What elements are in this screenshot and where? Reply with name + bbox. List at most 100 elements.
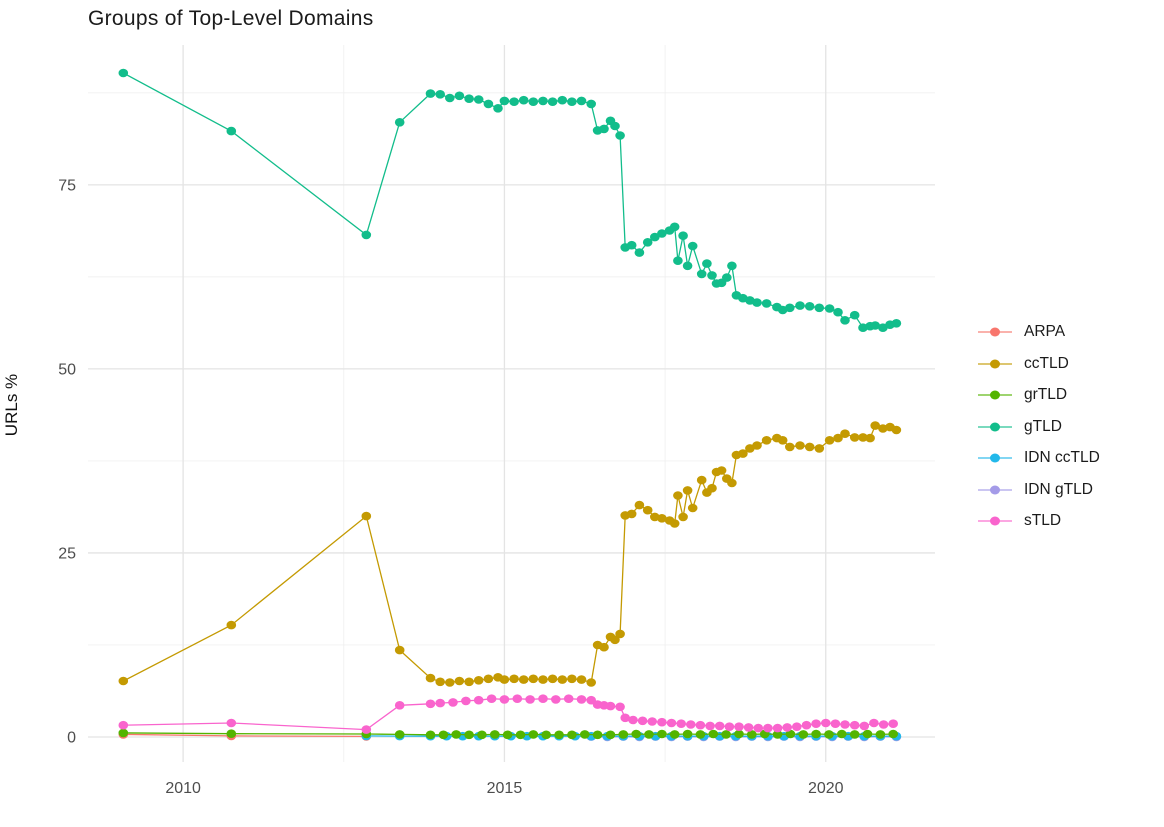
data-point-sTLD xyxy=(792,722,802,731)
data-point-sTLD xyxy=(394,701,405,710)
data-point-grTLD xyxy=(772,730,783,739)
data-point-sTLD xyxy=(538,694,548,703)
data-point-gTLD xyxy=(518,95,529,105)
data-point-grTLD xyxy=(708,729,719,739)
x-tick-label: 2010 xyxy=(165,780,201,797)
legend-label: grTLD xyxy=(1024,386,1068,403)
legend-key-icon xyxy=(978,390,1012,400)
data-point-sTLD xyxy=(448,698,458,707)
legend-item-IDN-ccTLD: IDN ccTLD xyxy=(977,448,1100,468)
data-point-gTLD xyxy=(464,94,474,103)
data-point-gTLD xyxy=(435,90,446,99)
data-point-sTLD xyxy=(461,696,471,706)
data-point-ccTLD xyxy=(435,677,446,687)
data-point-gTLD xyxy=(849,310,860,320)
data-point-sTLD xyxy=(525,695,535,704)
x-tick-label: 2015 xyxy=(487,780,523,797)
data-point-gTLD xyxy=(528,97,539,106)
data-point-grTLD xyxy=(605,730,616,740)
data-point-ccTLD xyxy=(634,500,645,510)
data-point-ccTLD xyxy=(464,677,474,687)
data-point-sTLD xyxy=(473,695,484,705)
data-point-sTLD xyxy=(888,719,898,728)
legend-label: ARPA xyxy=(1024,323,1066,340)
data-point-gTLD xyxy=(610,121,620,131)
data-point-grTLD xyxy=(721,730,731,739)
data-point-sTLD xyxy=(830,719,841,728)
data-point-ccTLD xyxy=(567,674,577,684)
data-point-grTLD xyxy=(695,730,706,739)
data-point-ccTLD xyxy=(696,475,707,485)
data-point-gTLD xyxy=(473,95,484,104)
data-point-sTLD xyxy=(657,717,667,727)
data-point-ccTLD xyxy=(669,519,680,528)
data-point-sTLD xyxy=(666,718,677,728)
data-point-sTLD xyxy=(628,715,638,725)
data-point-gTLD xyxy=(454,91,465,101)
series-line-ARPA xyxy=(123,733,367,738)
data-point-sTLD xyxy=(772,723,783,733)
data-point-sTLD xyxy=(859,721,870,731)
legend-key-icon xyxy=(978,327,1012,337)
data-point-gTLD xyxy=(702,259,712,268)
legend-label: gTLD xyxy=(1024,417,1062,435)
data-point-gTLD xyxy=(696,269,707,279)
series-line-gTLD xyxy=(122,72,897,329)
data-point-gTLD xyxy=(804,302,815,311)
data-point-ccTLD xyxy=(615,629,625,639)
data-point-gTLD xyxy=(615,131,625,140)
data-point-gTLD xyxy=(626,240,637,250)
legend-item-ccTLD: ccTLD xyxy=(977,354,1100,374)
data-point-sTLD xyxy=(361,725,372,734)
data-point-sTLD xyxy=(637,716,648,726)
y-axis-label: URLs % xyxy=(2,373,21,437)
data-point-grTLD xyxy=(785,729,796,739)
data-point-ccTLD xyxy=(814,444,825,453)
data-point-ccTLD xyxy=(858,433,868,442)
data-point-grTLD xyxy=(554,730,564,740)
data-point-gTLD xyxy=(226,126,237,136)
data-point-ccTLD xyxy=(738,449,748,458)
data-point-ccTLD xyxy=(865,433,875,443)
data-point-gTLD xyxy=(493,104,503,113)
data-point-gTLD xyxy=(499,96,510,106)
data-point-gTLD xyxy=(785,303,795,313)
data-point-sTLD xyxy=(878,720,889,729)
data-point-grTLD xyxy=(528,730,539,739)
data-point-gTLD xyxy=(118,68,129,78)
data-point-gTLD xyxy=(657,229,667,238)
y-tick-label: 0 xyxy=(67,730,76,747)
data-point-ccTLD xyxy=(642,505,653,515)
legend-item-grTLD: grTLD xyxy=(977,385,1100,405)
data-point-grTLD xyxy=(657,729,667,739)
data-point-ccTLD xyxy=(752,441,762,450)
data-point-ccTLD xyxy=(557,675,568,684)
data-point-sTLD xyxy=(676,719,686,728)
data-point-ccTLD xyxy=(518,675,529,684)
data-point-sTLD xyxy=(734,722,744,731)
data-point-sTLD xyxy=(118,720,129,730)
data-point-sTLD xyxy=(226,718,237,728)
data-point-ccTLD xyxy=(425,673,436,683)
data-point-grTLD xyxy=(451,730,462,739)
data-point-grTLD xyxy=(394,730,405,739)
data-point-grTLD xyxy=(875,730,886,739)
data-point-gTLD xyxy=(682,261,693,271)
legend-label: IDN gTLD xyxy=(1024,480,1093,498)
data-point-ccTLD xyxy=(891,425,902,435)
data-point-grTLD xyxy=(515,730,526,740)
data-point-gTLD xyxy=(586,99,596,109)
data-point-grTLD xyxy=(226,729,237,738)
data-point-gTLD xyxy=(567,97,577,106)
legend-key-icon xyxy=(978,359,1012,368)
data-point-grTLD xyxy=(888,729,898,739)
data-point-grTLD xyxy=(682,729,693,739)
data-point-ccTLD xyxy=(716,466,727,475)
data-point-gTLD xyxy=(814,303,825,313)
data-point-ccTLD xyxy=(499,675,510,684)
data-point-gTLD xyxy=(752,298,762,307)
data-point-sTLD xyxy=(869,718,879,728)
data-point-gTLD xyxy=(761,299,772,308)
